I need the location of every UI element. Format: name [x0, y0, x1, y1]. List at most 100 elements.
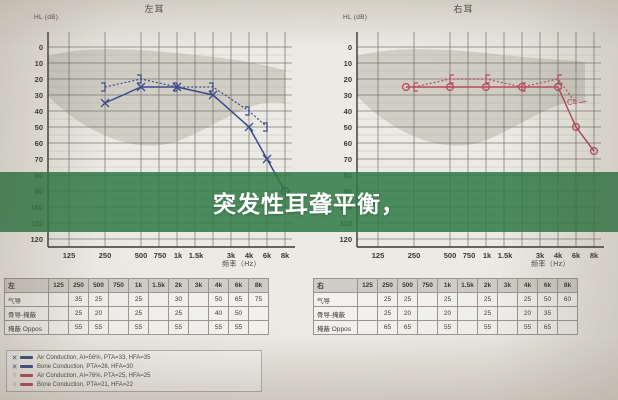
svg-text:250: 250	[408, 251, 421, 260]
cell: 20	[437, 306, 458, 321]
cell: 25	[517, 292, 538, 307]
freq-header: 1k	[437, 278, 458, 293]
overlay-banner-text: 突发性耳聋平衡，	[213, 192, 405, 218]
table-header-row: 左 125 250 500 750 1k 1.5k 2k 3k 4k 6k 8k	[4, 278, 269, 293]
freq-header: 6k	[228, 278, 249, 293]
cell	[188, 292, 209, 307]
cell	[48, 306, 69, 321]
cell: 25	[88, 292, 109, 307]
table-header-row: 右 125 250 500 750 1k 1.5k 2k 3k 4k 6k 8k	[313, 278, 578, 293]
freq-header: 4k	[208, 278, 229, 293]
table-row: 骨导-掩蔽 25 20 25 25 40 50	[4, 306, 269, 321]
svg-text:120: 120	[339, 235, 352, 244]
freq-header: 3k	[497, 278, 518, 293]
cell: 60	[557, 292, 578, 307]
freq-header: 8k	[557, 278, 578, 293]
cell: 25	[377, 292, 398, 307]
legend-item: ✕ Bone Conduction, PTA=26, HFA=30	[10, 362, 258, 371]
o-marker-icon: ○	[12, 381, 17, 388]
freq-header: 2k	[168, 278, 189, 293]
svg-text:750: 750	[154, 251, 167, 260]
cell: 20	[88, 306, 109, 321]
cell: 65	[377, 320, 398, 335]
svg-text:10: 10	[35, 59, 43, 68]
tables-region: 左 125 250 500 750 1k 1.5k 2k 3k 4k 6k 8k	[0, 272, 618, 400]
cell	[148, 292, 169, 307]
svg-text:50: 50	[35, 123, 43, 132]
cell: 55	[88, 320, 109, 335]
cell	[108, 292, 129, 307]
cell	[108, 320, 129, 335]
audiogram-table-right: 右 125 250 500 750 1k 1.5k 2k 3k 4k 6k 8k	[313, 278, 578, 335]
cell: 20	[517, 306, 538, 321]
svg-text:1.5k: 1.5k	[189, 251, 204, 260]
cell: 50	[208, 292, 229, 307]
cell	[417, 306, 438, 321]
cell: 25	[68, 306, 89, 321]
c4-annotation-label: C4	[567, 98, 578, 107]
row-label: 掩蔽 Oppos	[4, 320, 49, 335]
table-row: 气导 25 25 25 25 25 50 60	[313, 292, 578, 307]
freq-header: 8k	[248, 278, 269, 293]
table-row: 气导 35 25 25 30 50 65 75	[4, 292, 269, 307]
cell	[457, 320, 478, 335]
cell	[417, 320, 438, 335]
legend-label: Air Conduction, AI=56%, PTA=33, HFA=35	[37, 354, 151, 361]
svg-text:40: 40	[35, 107, 43, 116]
cell	[248, 306, 269, 321]
freq-header: 1.5k	[148, 278, 169, 293]
svg-text:8k: 8k	[281, 251, 290, 260]
freq-header: 6k	[537, 278, 558, 293]
cell: 65	[228, 292, 249, 307]
speech-banana-shade	[48, 49, 285, 146]
svg-text:60: 60	[35, 139, 43, 148]
cell: 35	[537, 306, 558, 321]
cell	[457, 306, 478, 321]
x-axis-label-left: 频率（Hz）	[222, 261, 261, 268]
cell: 65	[397, 320, 418, 335]
cell	[457, 292, 478, 307]
cell: 55	[68, 320, 89, 335]
freq-header: 250	[377, 278, 398, 293]
cell: 35	[68, 292, 89, 307]
svg-text:50: 50	[344, 123, 352, 132]
freq-header: 500	[397, 278, 418, 293]
cell: 55	[437, 320, 458, 335]
legend-color-swatch	[20, 383, 33, 386]
x-marker-icon: ✕	[11, 363, 18, 371]
svg-text:20: 20	[344, 75, 352, 84]
cell: 55	[128, 320, 149, 335]
svg-text:250: 250	[99, 251, 112, 260]
freq-header: 3k	[188, 278, 209, 293]
cell: 55	[208, 320, 229, 335]
cell: 55	[517, 320, 538, 335]
svg-text:8k: 8k	[590, 251, 599, 260]
cell: 75	[248, 292, 269, 307]
svg-text:20: 20	[35, 75, 43, 84]
cell: 25	[437, 292, 458, 307]
cell	[557, 320, 578, 335]
x-marker-icon: ✕	[11, 354, 18, 362]
cell: 30	[168, 292, 189, 307]
cell	[148, 306, 169, 321]
cell: 25	[377, 306, 398, 321]
cell: 25	[128, 306, 149, 321]
svg-text:70: 70	[35, 155, 43, 164]
freq-header: 750	[108, 278, 129, 293]
x-axis-label-right: 频率（Hz）	[531, 261, 570, 268]
row-label: 气导	[313, 292, 358, 307]
cell	[248, 320, 269, 335]
svg-text:30: 30	[35, 91, 43, 100]
o-marker-icon: ○	[12, 372, 17, 379]
cell	[108, 306, 129, 321]
svg-text:125: 125	[63, 251, 76, 260]
cell: 55	[477, 320, 498, 335]
cell	[357, 306, 378, 321]
legend-color-swatch	[20, 356, 33, 359]
row-label: 骨导-掩蔽	[4, 306, 49, 321]
svg-text:0: 0	[39, 43, 43, 52]
legend-label: Bone Conduction, PTA=26, HFA=30	[37, 363, 133, 370]
freq-header: 1.5k	[457, 278, 478, 293]
ear-label-left: 左	[4, 278, 49, 293]
cell: 25	[168, 306, 189, 321]
